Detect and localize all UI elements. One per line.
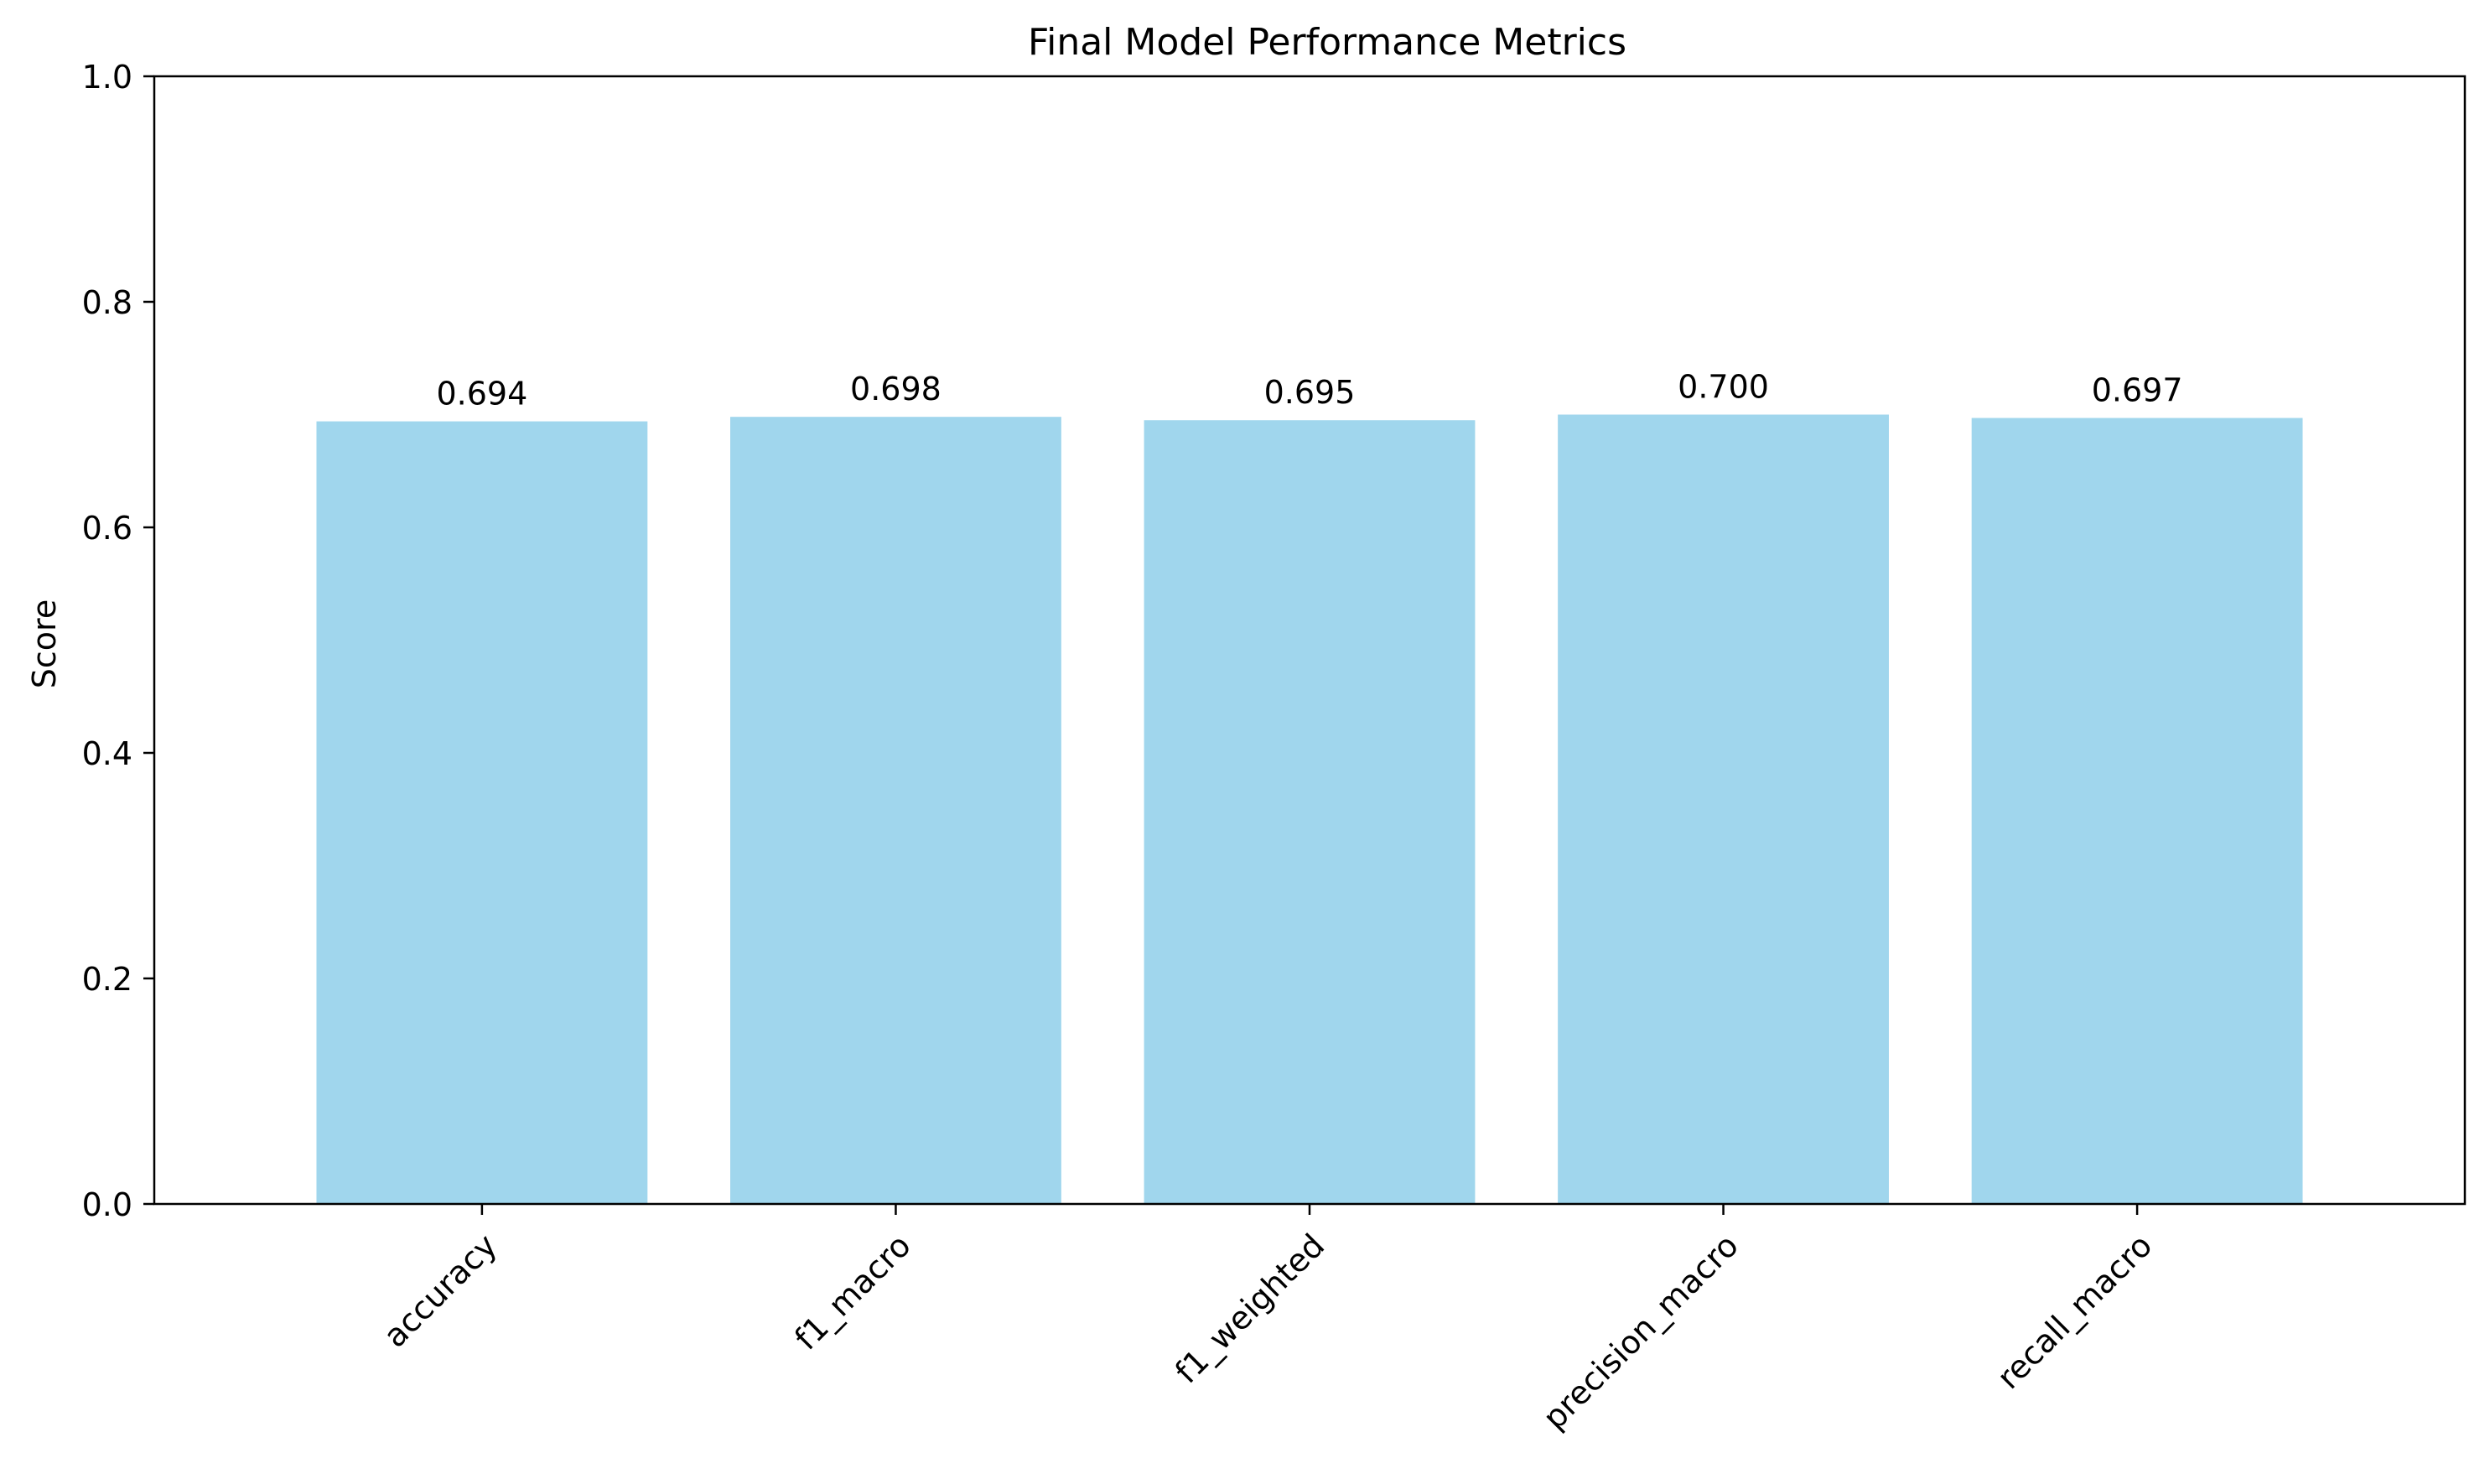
value-label-accuracy: 0.694	[436, 376, 527, 413]
value-label-precision-macro: 0.700	[1678, 369, 1769, 406]
bar-f1-weighted	[1144, 420, 1476, 1205]
bar-f1-macro	[730, 417, 1061, 1204]
value-label-f1-macro: 0.698	[850, 371, 942, 407]
x-axis: accuracy f1_macro f1_weighted precision_mac…	[376, 1204, 2159, 1436]
y-tick-label: 0.6	[82, 510, 132, 547]
x-tick-label-precision-macro: precision_macro	[1536, 1227, 1746, 1436]
y-axis: 0.0 0.2 0.4 0.6 0.8 1.0	[82, 59, 154, 1223]
chart-title: Final Model Performance Metrics	[1028, 21, 1626, 64]
plot-frame	[153, 75, 2467, 1206]
bar-recall-macro	[1971, 418, 2303, 1204]
value-label-f1-weighted: 0.695	[1264, 374, 1356, 411]
x-tick-label-accuracy: accuracy	[376, 1227, 504, 1354]
value-label-recall-macro: 0.697	[2092, 372, 2183, 409]
bars-layer	[316, 414, 2303, 1205]
bar-accuracy	[316, 421, 648, 1204]
x-tick-label-recall-macro: recall_macro	[1989, 1227, 2159, 1396]
bar-precision-macro	[1558, 414, 1889, 1204]
y-tick-label: 0.0	[82, 1186, 132, 1223]
y-axis-label: Score	[26, 599, 63, 688]
y-tick-label: 0.8	[82, 284, 132, 321]
x-tick-label-f1-weighted: f1_weighted	[1168, 1227, 1331, 1390]
x-tick-label-f1-macro: f1_macro	[787, 1227, 917, 1357]
y-tick-label: 1.0	[82, 59, 132, 96]
value-labels-layer: 0.694 0.698 0.695 0.700 0.697	[436, 369, 2182, 413]
y-tick-label: 0.2	[82, 961, 132, 998]
y-tick-label: 0.4	[82, 735, 132, 772]
